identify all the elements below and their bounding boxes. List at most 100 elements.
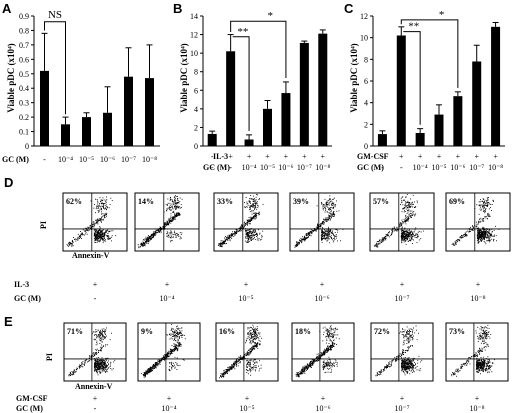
gc-mark: 10⁻⁵ <box>79 155 94 164</box>
bar <box>377 134 387 146</box>
flow-plot: 9% <box>137 322 201 382</box>
panel-label-e: E <box>4 314 13 329</box>
bar <box>263 108 272 146</box>
gc-mark: 10⁻⁴ <box>159 294 174 303</box>
gc-mark: 10⁻⁴ <box>58 155 73 164</box>
significance-label: NS <box>48 9 62 21</box>
flow-dots <box>373 194 424 248</box>
y-tick-label: 6 <box>194 86 198 95</box>
treat-title-b: IL-3 <box>213 152 228 161</box>
gc-mark: - <box>211 163 214 172</box>
y-tick-label: 6 <box>364 77 368 86</box>
flow-plot: 14% <box>134 192 200 252</box>
percentage-label: 39% <box>293 197 309 206</box>
gc-mark: 10⁻⁷ <box>121 155 136 164</box>
gc-mark: 10⁻⁸ <box>469 404 484 413</box>
gc-mark: 10⁻⁸ <box>142 155 157 164</box>
gc-mark: 10⁻⁷ <box>297 163 312 172</box>
treatment-mark: + <box>476 280 481 289</box>
treatment-mark: + <box>93 394 98 403</box>
treatment-mark: + <box>475 394 480 403</box>
bar <box>396 35 406 146</box>
flow-plot: 33% <box>213 192 279 252</box>
treatment-mark: + <box>400 280 405 289</box>
percentage-label: 16% <box>219 327 235 336</box>
bar <box>299 42 309 146</box>
bar <box>453 96 463 146</box>
y-tick-label: 8 <box>194 68 198 77</box>
flow-dots <box>137 195 183 249</box>
treatment-mark: + <box>165 280 170 289</box>
flow-dots <box>66 196 117 247</box>
percentage-label: 72% <box>374 327 390 336</box>
chart-b: 0 2 4 6 8 10 12 14 - + + + + + + - - 10⁻⁴ 10⁻⁵ 10⁻⁶ 10⁻⁷ 10⁻⁸… <box>190 10 332 172</box>
bar <box>318 33 328 147</box>
treatment-mark: + <box>474 152 479 161</box>
gc-mark: 10⁻⁶ <box>315 404 330 413</box>
treat-title-e: GM-CSF <box>16 394 48 403</box>
gc-mark: 10⁻⁵ <box>239 404 254 413</box>
ylabel-b: Viable pDC (x10⁴) <box>179 43 189 112</box>
flow-row-d: 62% + - 14% +10⁻⁴ 33% +10⁻⁵ 39% +10⁻⁶ 57% +10⁻⁷ 69%… <box>62 192 511 303</box>
treatment-mark: + <box>321 394 326 403</box>
significance-bracket-inner <box>232 36 250 131</box>
treatment-mark: + <box>302 152 307 161</box>
y-tick-label: 0 <box>364 142 368 151</box>
percentage-label: 73% <box>449 327 465 336</box>
gc-mark: - <box>43 155 46 164</box>
gc-mark: 10⁻⁶ <box>100 155 115 164</box>
treatment-mark: + <box>265 152 270 161</box>
gc-mark: 10⁻⁶ <box>450 163 465 172</box>
percentage-label: 9% <box>141 327 153 336</box>
gc-mark: 10⁻⁵ <box>260 163 275 172</box>
bar <box>472 61 482 146</box>
y-tick-label: 0.2 <box>19 113 29 122</box>
y-tick-label: 10 <box>190 49 198 58</box>
y-tick-label: 0.6 <box>19 55 29 64</box>
ylabel-a: Viable pDC (x10⁴) <box>6 43 16 112</box>
flow-dots <box>451 324 495 377</box>
treatment-mark: + <box>93 280 98 289</box>
treatment-mark: + <box>456 152 461 161</box>
y-tick-label: 4 <box>194 105 198 114</box>
flow-dots <box>451 197 500 246</box>
gc-mark: - <box>229 163 232 172</box>
y-tick-label: 0.3 <box>19 99 29 108</box>
treatment-mark: - <box>211 152 214 161</box>
percentage-label: 71% <box>67 327 83 336</box>
percentage-label: 62% <box>66 197 82 206</box>
flow-plot: 69% <box>445 192 511 252</box>
gc-mark: 10⁻⁷ <box>394 294 409 303</box>
treatment-mark: + <box>167 394 172 403</box>
treat-title-d: IL-3 <box>14 280 29 289</box>
treatment-mark: + <box>228 152 233 161</box>
flow-plot: 16% <box>215 322 279 382</box>
treatment-mark: + <box>400 394 405 403</box>
flow-dots <box>140 324 186 378</box>
percentage-label: 69% <box>449 197 465 206</box>
bar <box>434 114 444 146</box>
flow-plot: 57% <box>369 192 435 252</box>
significance-label-inner: ** <box>237 26 248 38</box>
flow-dots <box>68 327 116 377</box>
bar <box>281 93 291 146</box>
flow-dots <box>375 325 423 377</box>
gc-mark: 10⁻⁴ <box>413 163 428 172</box>
gc-title-d: GC (M) <box>14 294 41 303</box>
y-tick-label: 0.7 <box>19 41 29 50</box>
gc-mark: 10⁻⁵ <box>238 294 253 303</box>
gc-mark: 10⁻⁸ <box>488 163 503 172</box>
y-tick-label: 0.8 <box>19 26 29 35</box>
bar <box>415 133 425 146</box>
gc-mark: - <box>381 163 384 172</box>
significance-label-outer: * <box>268 10 274 22</box>
bar <box>124 76 133 146</box>
treatment-mark: + <box>245 394 250 403</box>
gc-title-c: GC (M) <box>357 163 384 172</box>
gc-title-e: GC (M) <box>16 404 43 413</box>
flow-plot: 71% <box>63 322 127 382</box>
significance-bracket-outer <box>400 19 459 88</box>
gc-mark: 10⁻⁵ <box>431 163 446 172</box>
gc-mark: 10⁻⁶ <box>314 294 329 303</box>
flow-plot: 62% <box>62 192 128 252</box>
